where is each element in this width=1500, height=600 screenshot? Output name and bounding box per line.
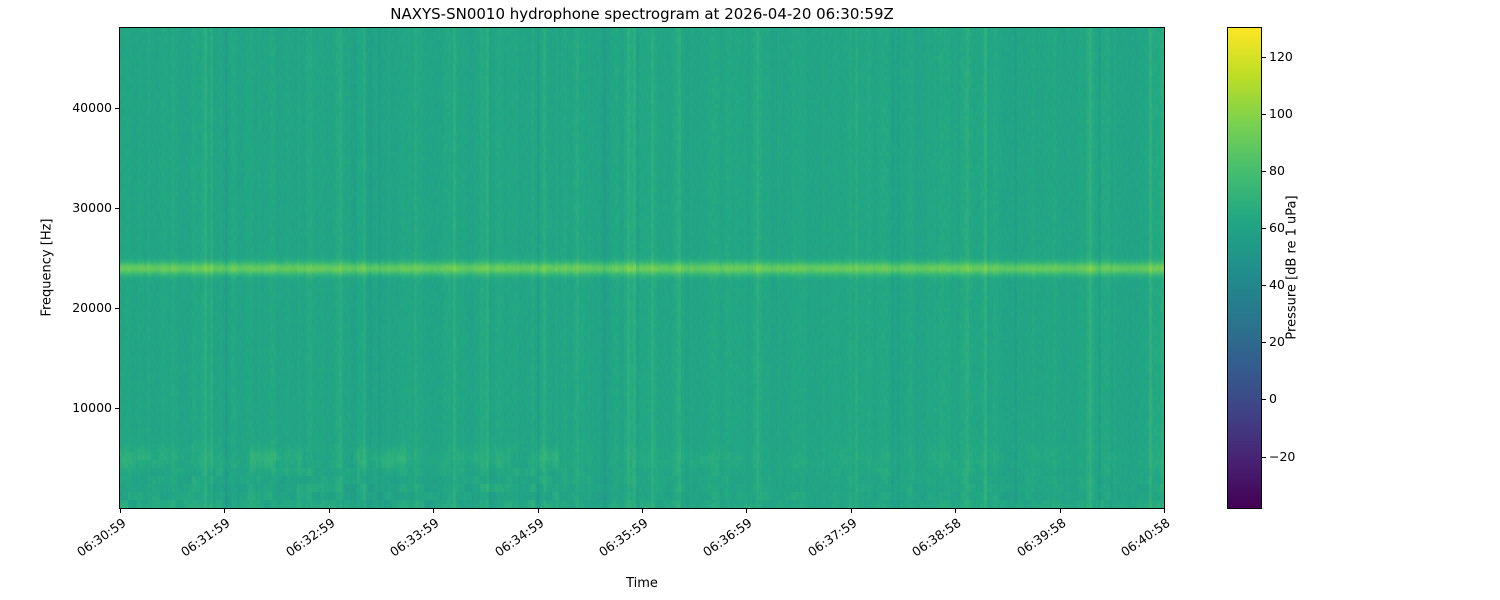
colorbar-tick-label: 120 — [1269, 48, 1293, 64]
colorbar-tick-label: −20 — [1269, 448, 1296, 464]
y-tick-mark — [115, 108, 119, 109]
colorbar-tick-mark — [1262, 285, 1266, 287]
x-tick-mark — [328, 509, 330, 513]
x-tick-mark — [642, 509, 643, 513]
y-tick-label: 10000 — [72, 400, 112, 415]
colorbar-tick-mark — [1262, 228, 1266, 229]
colorbar-label: Pressure [dB re 1 uPa] — [1284, 195, 1300, 340]
x-tick-mark — [537, 509, 539, 513]
colorbar-tick-label: 40 — [1269, 277, 1285, 293]
colorbar-tick-label: 20 — [1269, 334, 1285, 350]
x-tick-mark — [120, 509, 121, 513]
colorbar-tick-mark — [1262, 399, 1266, 401]
spectrogram-heatmap — [120, 28, 1164, 508]
x-tick-mark — [1059, 509, 1061, 513]
colorbar-gradient — [1228, 28, 1261, 508]
colorbar-tick-label: 0 — [1269, 391, 1277, 407]
colorbar-tick-label: 60 — [1269, 220, 1285, 235]
x-tick-mark — [224, 509, 226, 513]
x-tick-mark — [955, 509, 957, 513]
y-tick-mark — [115, 308, 119, 309]
colorbar-tick-mark — [1262, 56, 1266, 58]
x-tick-mark — [850, 509, 852, 513]
colorbar-tick-mark — [1262, 342, 1266, 344]
x-tick-mark — [1164, 509, 1165, 513]
x-tick-mark — [433, 509, 435, 513]
colorbar-tick-label: 80 — [1269, 162, 1285, 178]
x-tick-label: 06:30:59 — [74, 515, 129, 560]
x-tick-mark — [746, 509, 748, 513]
y-tick-mark — [115, 408, 119, 409]
y-tick-mark — [115, 208, 119, 209]
x-axis-label: Time — [626, 576, 658, 591]
colorbar-tick-label: 100 — [1269, 105, 1293, 121]
colorbar-tick-mark — [1262, 113, 1266, 115]
colorbar-tick-mark — [1262, 456, 1266, 458]
y-tick-label: 20000 — [72, 300, 112, 315]
colorbar-tick-mark — [1262, 170, 1266, 172]
chart-title: NAXYS-SN0010 hydrophone spectrogram at 2… — [390, 5, 894, 23]
y-tick-label: 40000 — [72, 100, 112, 115]
y-tick-label: 30000 — [72, 200, 112, 215]
